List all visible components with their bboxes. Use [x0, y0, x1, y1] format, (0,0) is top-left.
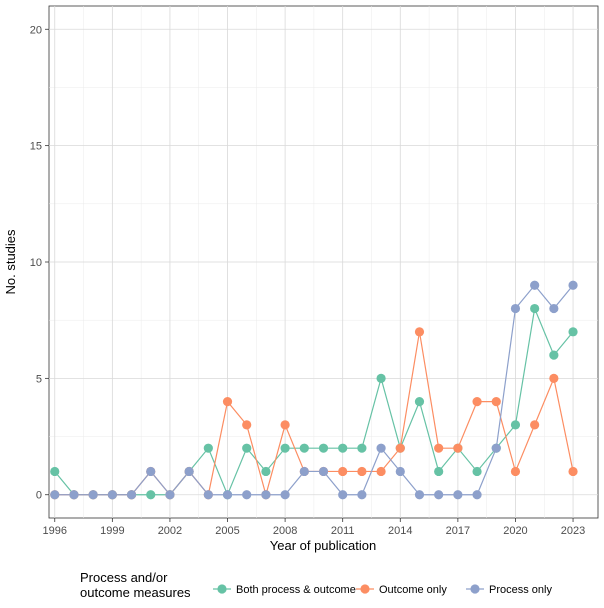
series-1-point [530, 303, 540, 314]
series-2-point [472, 397, 482, 407]
series-3-point [146, 466, 156, 477]
legend: Process and/or outcome measures Both pro… [80, 570, 552, 600]
y-tick-label: 10 [30, 257, 42, 269]
series-line-3 [54, 284, 574, 496]
series-line-1 [54, 306, 574, 497]
series-1-point [472, 466, 482, 477]
series-1-point [568, 327, 578, 337]
x-tick-label: 1996 [43, 525, 67, 537]
series-2-point [414, 327, 425, 337]
series-1-point [434, 466, 444, 477]
series-3-point [376, 443, 386, 453]
legend-label: Process only [489, 584, 552, 596]
series-3-point [338, 490, 348, 500]
series-3-point [549, 303, 559, 314]
series-3-point [184, 466, 194, 477]
series-1-point [242, 443, 252, 453]
series-2-point [357, 466, 367, 477]
series-2-point [434, 443, 444, 453]
series-3-point [280, 490, 290, 500]
series-3-point [395, 466, 405, 477]
series-3-point [530, 280, 540, 290]
series-3-point [491, 443, 501, 453]
y-tick-label: 5 [36, 373, 42, 385]
series-2-point [530, 420, 540, 430]
legend-title-line-1: Process and/or [80, 570, 168, 585]
series-1-point [299, 443, 309, 453]
series-2-point [549, 373, 559, 383]
series-2-point [376, 466, 386, 477]
series-2-point [222, 397, 233, 407]
x-tick-label: 2014 [388, 525, 412, 537]
series-3-point [165, 490, 175, 500]
x-tick-label: 2002 [158, 525, 182, 537]
series-1-point [414, 397, 425, 407]
series-2-point [242, 420, 252, 430]
series-3-point [50, 490, 60, 500]
series-3-point [299, 466, 309, 477]
legend-key-point [470, 584, 480, 594]
series-1-point [357, 443, 367, 453]
series-2-point [280, 420, 290, 430]
series-1-point [338, 443, 348, 453]
x-axis-title: Year of publication [270, 538, 377, 553]
x-tick-label: 2017 [446, 525, 470, 537]
legend-items: Both process & outcome Outcome only Proces… [213, 584, 552, 596]
series-1-point [510, 420, 521, 430]
series-1-point [50, 466, 60, 477]
series-2-point [491, 397, 501, 407]
legend-label: Both process & outcome [236, 584, 356, 596]
x-tick-label: 1999 [100, 525, 124, 537]
x-axis: 1996 1999 2002 2005 2008 2011 2014 2017 2020 2023 [43, 518, 585, 537]
series-1-point [549, 350, 559, 360]
series-3-point [222, 490, 233, 500]
series-3-point [453, 490, 463, 500]
legend-key-point [360, 584, 370, 594]
series-1-point [280, 443, 290, 453]
series-3-point [242, 490, 252, 500]
legend-label: Outcome only [379, 584, 447, 596]
series-3-point [69, 490, 79, 500]
x-tick-label: 2023 [561, 525, 585, 537]
series-3-point [107, 490, 117, 500]
y-axis-title: No. studies [3, 229, 18, 295]
series-3-point [568, 280, 578, 290]
series-2-point [395, 443, 405, 453]
x-tick-label: 2005 [215, 525, 239, 537]
series-3-point [510, 303, 521, 314]
series-3-point [126, 490, 137, 500]
y-tick-label: 0 [36, 490, 42, 502]
series-3-point [472, 490, 482, 500]
series-3-point [88, 490, 98, 500]
series-1-point [376, 373, 386, 383]
series-layer [50, 280, 578, 500]
y-tick-label: 15 [30, 141, 42, 153]
series-2-point [338, 466, 348, 477]
series-3-point [203, 490, 213, 500]
y-tick-label: 20 [30, 24, 42, 36]
series-3-point [414, 490, 425, 500]
series-1-point [318, 443, 329, 453]
legend-title-line-2: outcome measures [80, 585, 191, 600]
y-axis: 0 5 10 15 20 [30, 24, 49, 502]
series-1-point [146, 490, 156, 500]
series-3-point [318, 466, 329, 477]
series-2-point [510, 466, 521, 477]
series-1-point [261, 466, 271, 477]
series-1-point [203, 443, 213, 453]
x-tick-label: 2008 [273, 525, 297, 537]
series-2-point [453, 443, 463, 453]
legend-key-point [217, 584, 227, 594]
x-tick-label: 2011 [331, 525, 355, 537]
series-3-point [434, 490, 444, 500]
series-3-point [357, 490, 367, 500]
series-2-point [568, 466, 578, 477]
series-3-point [261, 490, 271, 500]
x-tick-label: 2020 [503, 525, 527, 537]
